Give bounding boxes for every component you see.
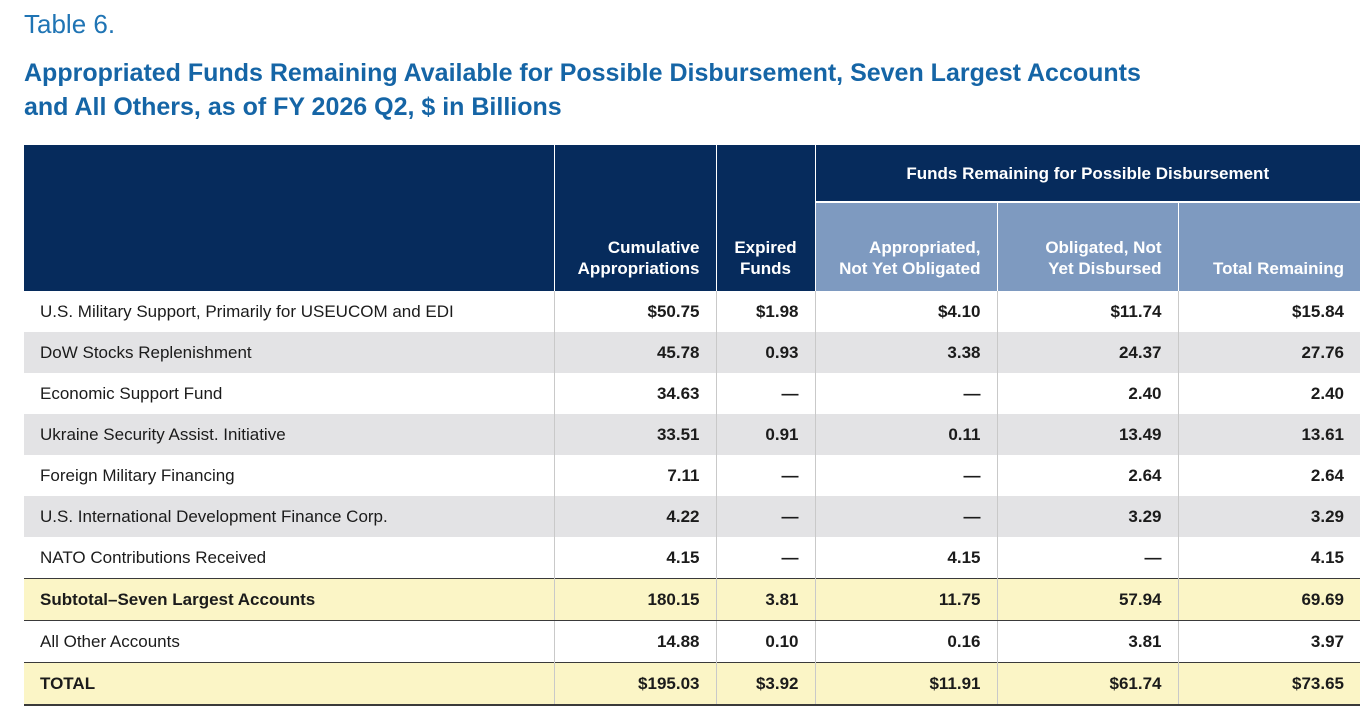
table-number: Table 6.: [24, 9, 116, 39]
subtotal-row: Subtotal–Seven Largest Accounts 180.15 3…: [24, 578, 1360, 621]
cell-not-obligated: 4.15: [815, 537, 998, 579]
cell-total-remaining: 69.69: [1178, 578, 1360, 621]
table-row: NATO Contributions Received 4.15 — 4.15 …: [24, 537, 1360, 579]
cell-cumulative: 45.78: [554, 332, 717, 373]
cell-total-remaining: 3.97: [1310, 631, 1344, 651]
cell-not-obligated: —: [815, 373, 998, 414]
header-total-remaining: Total Remaining: [1178, 202, 1360, 291]
header-appropriated-not-obligated: Appropriated, Not Yet Obligated: [815, 202, 998, 291]
cell-not-disbursed: 3.81: [997, 620, 1179, 663]
cell-expired: 0.93: [716, 332, 816, 373]
cell-not-disbursed: $61.74: [997, 662, 1179, 706]
cell-cumulative: 33.51: [554, 414, 717, 455]
funds-table: Cumulative Appropriations Expired Funds Fu…: [24, 145, 1360, 706]
table-title-line-2: and All Others, as of FY 2026 Q2, $ in B…: [24, 93, 562, 121]
cell-cumulative: 4.22: [554, 496, 717, 537]
total-row: TOTAL $195.03 $3.92 $11.91 $61.74 $73.65: [24, 662, 1360, 706]
cell-cumulative: $195.03: [554, 662, 717, 706]
table-row: All Other Accounts 14.88 0.10 0.16 3.81 …: [24, 620, 1360, 663]
cell-not-obligated: 11.75: [815, 578, 998, 621]
cell-not-disbursed: 2.64: [997, 455, 1179, 496]
row-label: All Other Accounts: [24, 620, 555, 663]
cell-expired: 0.10: [716, 620, 816, 663]
row-label: Economic Support Fund: [24, 373, 555, 414]
row-label: U.S. Military Support, Primarily for USE…: [24, 291, 555, 332]
row-label: DoW Stocks Replenishment: [24, 332, 555, 373]
header-obligated-not-disbursed: Obligated, Not Yet Disbursed: [997, 202, 1179, 291]
cell-total-remaining: 2.64: [1310, 465, 1344, 485]
header-cumulative-appropriations: Cumulative Appropriations: [554, 145, 717, 291]
row-label: TOTAL: [24, 662, 555, 706]
cell-expired: $1.98: [716, 291, 816, 332]
table-row: Ukraine Security Assist. Initiative 33.5…: [24, 414, 1360, 455]
cell-not-obligated: 3.38: [815, 332, 998, 373]
cell-cumulative: $50.75: [554, 291, 717, 332]
table-row: Foreign Military Financing 7.11 — — 2.64…: [24, 455, 1360, 496]
cell-not-obligated: $11.91: [815, 662, 998, 706]
cell-total-remaining: 13.61: [1178, 414, 1360, 455]
cell-total-remaining: 4.15: [1310, 547, 1344, 567]
cell-cumulative: 7.11: [554, 455, 717, 496]
row-label: Subtotal–Seven Largest Accounts: [24, 578, 555, 621]
cell-expired: —: [716, 537, 816, 579]
cell-not-obligated: 0.16: [815, 620, 998, 663]
header-funds-remaining-group: Funds Remaining for Possible Disbursemen…: [815, 145, 1360, 203]
cell-expired: 0.91: [716, 414, 816, 455]
cell-total-remaining: 3.29: [1178, 496, 1360, 537]
cell-expired: —: [716, 496, 816, 537]
cell-expired: 3.81: [716, 578, 816, 621]
cell-not-obligated: —: [815, 455, 998, 496]
table-row: DoW Stocks Replenishment 45.78 0.93 3.38…: [24, 332, 1360, 373]
cell-not-disbursed: $11.74: [997, 291, 1179, 332]
cell-not-disbursed: 13.49: [997, 414, 1179, 455]
cell-total-remaining: 2.40: [1310, 383, 1344, 403]
cell-total-remaining: $15.84: [1292, 301, 1344, 321]
cell-expired: —: [716, 455, 816, 496]
cell-cumulative: 34.63: [554, 373, 717, 414]
cell-not-disbursed: —: [997, 537, 1179, 579]
table-row: Economic Support Fund 34.63 — — 2.40 2.4…: [24, 373, 1360, 414]
cell-not-disbursed: 2.40: [997, 373, 1179, 414]
table-row: U.S. International Development Finance C…: [24, 496, 1360, 537]
row-label: U.S. International Development Finance C…: [24, 496, 555, 537]
table-title: Appropriated Funds Remaining Available f…: [24, 56, 1264, 124]
cell-total-remaining: $73.65: [1178, 662, 1360, 706]
cell-not-obligated: $4.10: [815, 291, 998, 332]
cell-not-disbursed: 24.37: [997, 332, 1179, 373]
cell-cumulative: 4.15: [554, 537, 717, 579]
row-label: NATO Contributions Received: [24, 537, 555, 579]
header-expired-funds: Expired Funds: [716, 145, 816, 291]
cell-total-remaining: 27.76: [1178, 332, 1360, 373]
cell-not-obligated: —: [815, 496, 998, 537]
cell-not-obligated: 0.11: [815, 414, 998, 455]
table-row: U.S. Military Support, Primarily for USE…: [24, 291, 1360, 332]
row-label: Foreign Military Financing: [24, 455, 555, 496]
cell-cumulative: 14.88: [554, 620, 717, 663]
cell-cumulative: 180.15: [554, 578, 717, 621]
row-label: Ukraine Security Assist. Initiative: [24, 414, 555, 455]
table-title-line-1: Appropriated Funds Remaining Available f…: [24, 59, 1141, 87]
cell-not-disbursed: 57.94: [997, 578, 1179, 621]
cell-expired: $3.92: [716, 662, 816, 706]
header-blank: [24, 145, 555, 291]
cell-not-disbursed: 3.29: [997, 496, 1179, 537]
cell-expired: —: [716, 373, 816, 414]
